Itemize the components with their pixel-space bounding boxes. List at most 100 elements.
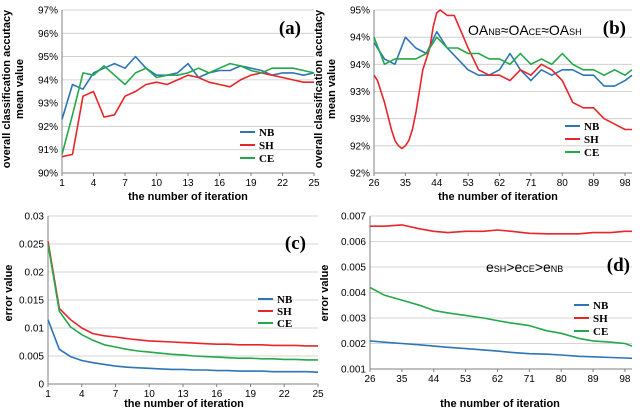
panel-d-xlabel: the number of iteration — [440, 398, 560, 410]
ytick-label-b-2: 93% — [350, 114, 370, 125]
legend-label-sh: SH — [584, 134, 599, 146]
ytick-label-d-1: 0.002 — [341, 339, 366, 350]
ytick-label-c-3: 0.015 — [19, 296, 44, 307]
series-sh-line-a — [61, 72, 314, 158]
xtick-label-a-7: 22 — [277, 178, 289, 189]
legend-label-sh: SH — [259, 140, 274, 152]
legend-label-ce: CE — [584, 147, 599, 159]
panel-b-ylabel-line1: overall classification accutacy — [313, 9, 325, 168]
xtick-label-d-0: 26 — [364, 374, 376, 385]
xtick-label-b-8: 98 — [619, 178, 631, 189]
series-sh-line-b — [373, 9, 632, 150]
xtick-label-c-3: 10 — [144, 389, 156, 400]
xtick-label-a-6: 19 — [245, 178, 257, 189]
ytick-label-a-1: 91% — [38, 145, 58, 156]
ytick-label-b-4: 94% — [350, 60, 370, 71]
ytick-label-c-1: 0.005 — [19, 352, 44, 363]
xtick-label-b-5: 71 — [525, 178, 537, 189]
legend-label-sh: SH — [593, 313, 608, 325]
xtick-label-a-2: 7 — [122, 178, 128, 189]
series-ce-line-d — [369, 286, 633, 347]
legend-label-nb: NB — [259, 127, 275, 139]
xtick-label-c-7: 22 — [279, 389, 291, 400]
series-nb-line-d — [369, 340, 633, 360]
ytick-label-d-3: 0.004 — [341, 288, 366, 299]
xtick-label-b-6: 80 — [557, 178, 569, 189]
chart-panel-a: 90%91%92%93%94%95%96%97%1 4 7 10 13 16 19 22 25 … — [1, 6, 320, 204]
ytick-label-b-0: 92% — [350, 169, 370, 180]
annot-b-sep1: ≈ — [501, 22, 509, 38]
annot-d-sub2: CE — [522, 264, 535, 274]
ytick-label-a-7: 97% — [38, 6, 58, 17]
series-sh-line-c — [47, 241, 318, 347]
xtick-label-d-3: 53 — [460, 374, 472, 385]
legend-label-ce: CE — [593, 326, 608, 338]
ytick-label-c-6: 0.03 — [25, 212, 45, 223]
series-ce-line-c — [47, 243, 318, 361]
xtick-label-a-3: 10 — [151, 178, 163, 189]
xtick-label-a-0: 1 — [59, 178, 65, 189]
annot-b-sep2: ≈ — [541, 22, 549, 38]
ytick-label-d-0: 0.001 — [341, 365, 366, 376]
ytick-label-d-6: 0.007 — [341, 212, 366, 223]
series-nb-line-c — [47, 319, 319, 373]
ytick-label-a-2: 92% — [38, 122, 58, 133]
panel-a-ylabel-line1: overall classification accutacy — [1, 9, 13, 168]
xtick-label-b-1: 35 — [400, 178, 412, 189]
chart-panel-c: 0 0.005 0.01 0.015 0.02 0.025 0.03 1 4 7 10 13 16 19 2… — [3, 212, 324, 411]
chart-panel-b: 92%92%93%93%94%94%95%26 35 44 53 62 71 80 89 98 … — [313, 6, 633, 203]
xtick-label-b-7: 89 — [588, 178, 600, 189]
xtick-label-b-0: 26 — [368, 178, 380, 189]
ytick-label-a-6: 96% — [38, 29, 58, 40]
ytick-label-b-5: 94% — [350, 33, 370, 44]
ytick-label-b-6: 95% — [350, 6, 370, 17]
panel-d-ylabel: error value — [319, 265, 331, 322]
annot-b-sub2: CE — [529, 27, 542, 37]
panel-c-ylabel: error value — [3, 265, 15, 322]
annot-b-term3: OA — [549, 22, 570, 38]
series-ce-line-b — [373, 36, 633, 76]
panel-b-xlabel: the number of iteration — [438, 191, 558, 203]
legend-label-ce: CE — [277, 318, 292, 330]
annot-d-sub3: NB — [551, 264, 564, 274]
xtick-label-c-8: 25 — [312, 389, 324, 400]
series-ce-line-a — [61, 62, 315, 155]
ytick-label-a-4: 94% — [38, 75, 58, 86]
series-sh-line-d — [370, 224, 632, 235]
panel-d-label: (d) — [607, 255, 630, 276]
ytick-label-d-2: 0.003 — [341, 314, 366, 325]
xtick-label-b-3: 53 — [463, 178, 475, 189]
legend-label-ce: CE — [259, 153, 274, 165]
annot-b-term1: OA — [468, 22, 489, 38]
xtick-label-a-1: 4 — [91, 178, 97, 189]
panel-d-annotation: eSH>eCE>eNB — [486, 259, 563, 275]
xtick-label-c-0: 1 — [45, 389, 51, 400]
xtick-label-c-4: 13 — [177, 389, 189, 400]
ytick-label-a-3: 93% — [38, 99, 58, 110]
panel-c-label: (c) — [285, 233, 306, 254]
annot-b-term2: OA — [508, 22, 529, 38]
ytick-label-b-3: 93% — [350, 87, 370, 98]
xtick-label-c-6: 19 — [245, 389, 257, 400]
xtick-label-c-2: 7 — [113, 389, 119, 400]
xtick-label-a-5: 16 — [214, 178, 226, 189]
annot-b-sub3: SH — [569, 27, 582, 37]
chart-panel-d: 0.001 0.002 0.003 0.004 0.005 0.006 0.007 26 35 4… — [319, 212, 633, 410]
panel-c-xlabel: the number of iteration — [124, 398, 244, 410]
ytick-label-a-5: 95% — [38, 52, 58, 63]
xtick-label-b-4: 62 — [494, 178, 506, 189]
xtick-label-d-2: 44 — [428, 374, 440, 385]
xtick-label-d-5: 71 — [524, 374, 536, 385]
annot-d-sub1: SH — [494, 264, 507, 274]
xtick-label-a-8: 25 — [308, 178, 320, 189]
panel-a-legend: NB SH CE — [240, 127, 275, 165]
panel-b-label: (b) — [603, 18, 626, 39]
ytick-label-a-0: 90% — [38, 169, 58, 180]
ytick-label-c-5: 0.025 — [19, 240, 44, 251]
annot-d-term3: e — [543, 259, 551, 275]
panel-b-annotation: OANB≈OACE≈OASH — [468, 22, 582, 38]
ytick-label-c-4: 0.02 — [25, 268, 45, 279]
xtick-label-d-6: 80 — [556, 374, 568, 385]
legend-label-nb: NB — [277, 294, 293, 306]
